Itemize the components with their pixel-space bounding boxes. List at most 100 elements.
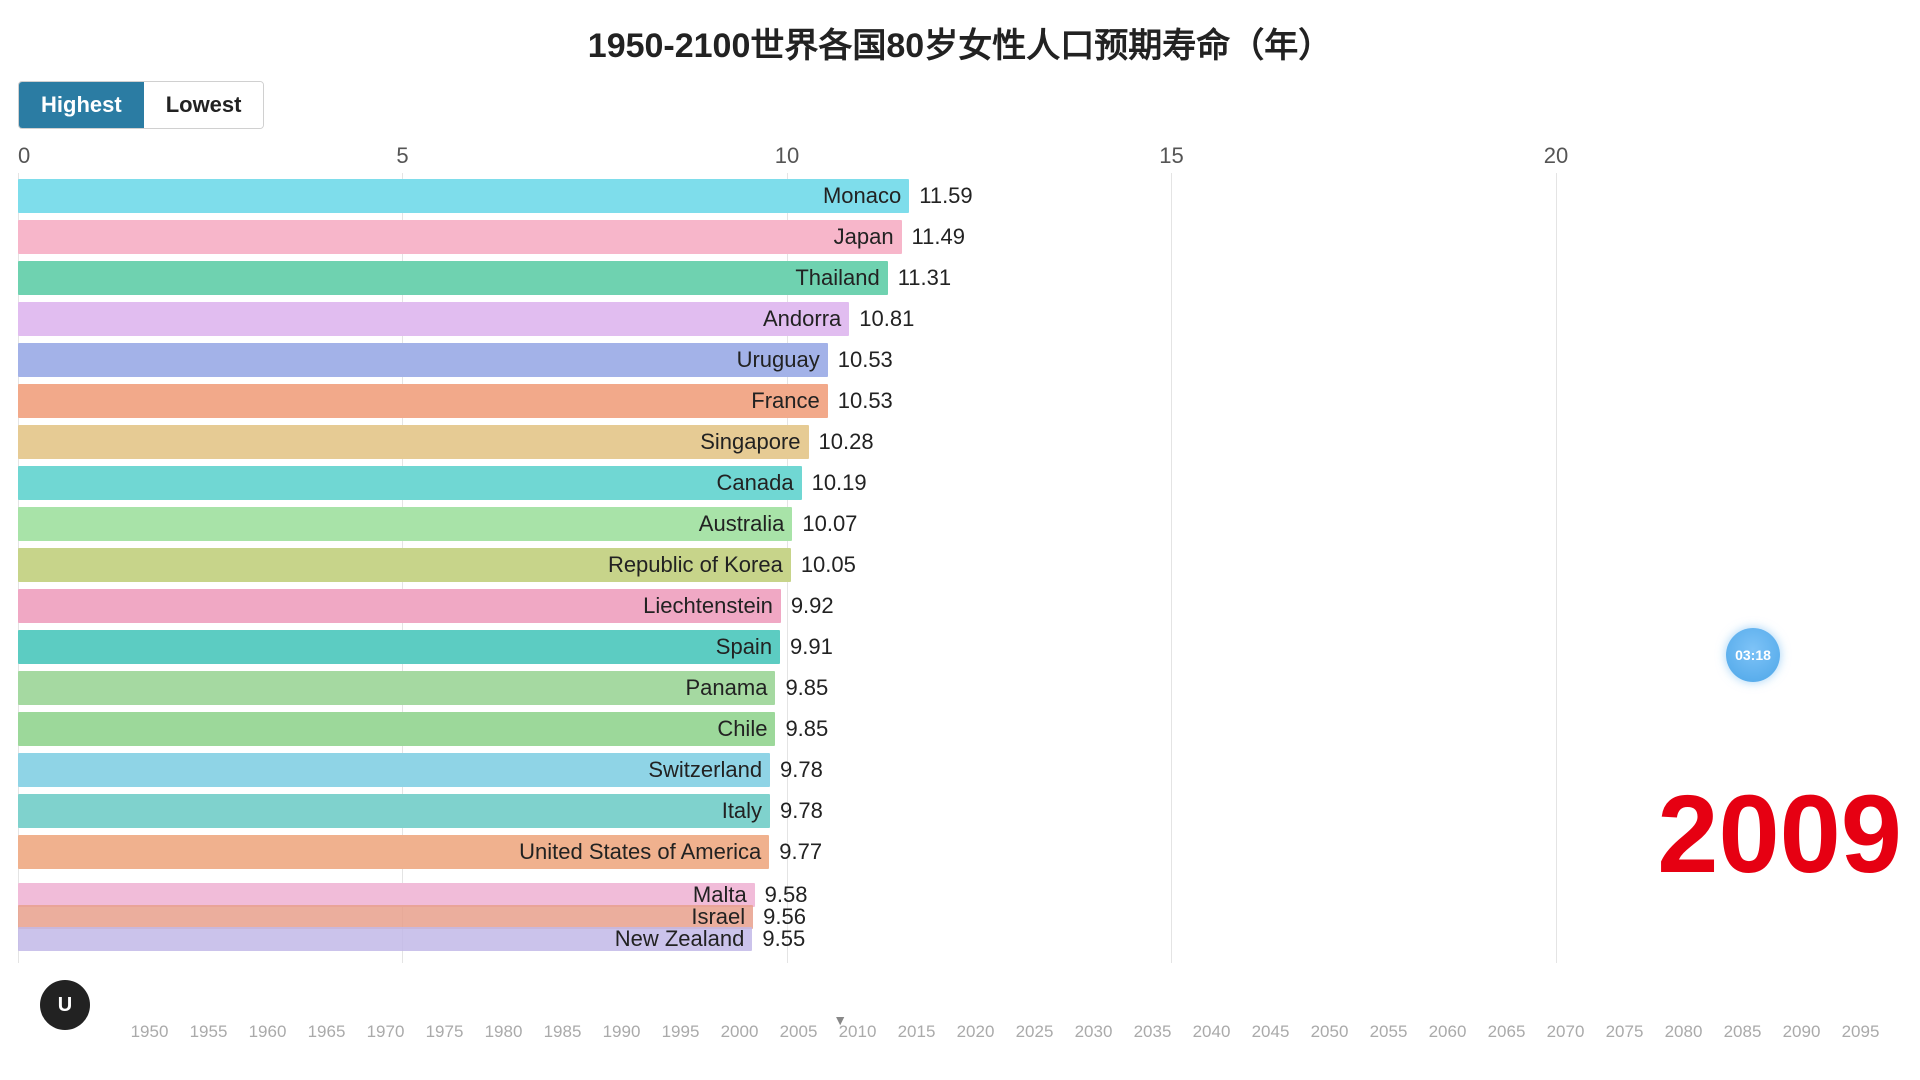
timer-badge: 03:18 <box>1726 628 1780 682</box>
bar-row: New Zealand9.55 <box>18 925 1902 953</box>
timeline-year[interactable]: 1990 <box>592 1022 651 1062</box>
bar <box>18 343 828 377</box>
bar <box>18 507 792 541</box>
timeline-year[interactable]: 2055 <box>1359 1022 1418 1062</box>
timeline-year[interactable]: 2025 <box>1005 1022 1064 1062</box>
current-year-label: 2009 <box>1657 780 1902 890</box>
bar-country-label: Canada <box>717 470 802 496</box>
timeline-year[interactable]: 2050 <box>1300 1022 1359 1062</box>
timeline-year[interactable]: 1980 <box>474 1022 533 1062</box>
bar-value-label: 10.19 <box>802 470 867 496</box>
bar-row: Chile9.85 <box>18 710 1902 748</box>
timeline-year[interactable]: 1950 <box>120 1022 179 1062</box>
bar <box>18 630 780 664</box>
bar <box>18 712 775 746</box>
bar-value-label: 9.78 <box>770 798 823 824</box>
timeline-year[interactable]: 2000 <box>710 1022 769 1062</box>
bar-country-label: Switzerland <box>648 757 770 783</box>
bar-country-label: Italy <box>722 798 770 824</box>
bar-country-label: Japan <box>834 224 902 250</box>
timeline-marker-icon[interactable]: ▼ <box>833 1012 847 1028</box>
bar-value-label: 10.53 <box>828 347 893 373</box>
timeline-year[interactable]: 1995 <box>651 1022 710 1062</box>
sort-toggle: Highest Lowest <box>18 81 264 129</box>
bar-row: Republic of Korea10.05 <box>18 546 1902 584</box>
bar-value-label: 9.85 <box>775 716 828 742</box>
bar-value-label: 9.78 <box>770 757 823 783</box>
bar-country-label: Australia <box>699 511 793 537</box>
bar-value-label: 11.59 <box>909 183 972 209</box>
bar-country-label: France <box>751 388 827 414</box>
timeline-year[interactable]: 2090 <box>1772 1022 1831 1062</box>
bar <box>18 384 828 418</box>
x-tick: 20 <box>1544 143 1568 169</box>
bar <box>18 261 888 295</box>
timeline-year[interactable]: 2030 <box>1064 1022 1123 1062</box>
timeline-year[interactable]: 1965 <box>297 1022 356 1062</box>
bar-value-label: 11.31 <box>888 265 951 291</box>
highest-button[interactable]: Highest <box>19 82 144 128</box>
bar-value-label: 9.55 <box>752 926 805 952</box>
bar-country-label: United States of America <box>519 839 769 865</box>
bars-container: Monaco11.59 Japan11.49 Thailand11.31 Andorr… <box>18 177 1902 947</box>
bar-value-label: 9.91 <box>780 634 833 660</box>
bar-value-label: 9.77 <box>769 839 822 865</box>
bar <box>18 671 775 705</box>
logo-icon: U <box>40 980 90 1030</box>
bar-country-label: Uruguay <box>737 347 828 373</box>
bar-country-label: Andorra <box>763 306 849 332</box>
timeline-year[interactable]: 2005 <box>769 1022 828 1062</box>
bar <box>18 466 802 500</box>
bar-country-label: Panama <box>686 675 776 701</box>
bar-country-label: Thailand <box>795 265 887 291</box>
timeline-year[interactable]: 2075 <box>1595 1022 1654 1062</box>
bar-row: Singapore10.28 <box>18 423 1902 461</box>
bar <box>18 302 849 336</box>
bar-row: Uruguay10.53 <box>18 341 1902 379</box>
timeline-year[interactable]: 2065 <box>1477 1022 1536 1062</box>
x-axis: 05101520 <box>18 143 1902 173</box>
timeline[interactable]: ▼ 19501955196019651970197519801985199019… <box>120 1022 1890 1062</box>
bar-country-label: Monaco <box>823 183 909 209</box>
timeline-year[interactable]: 2040 <box>1182 1022 1241 1062</box>
bar-value-label: 10.81 <box>849 306 914 332</box>
bar-row: Australia10.07 <box>18 505 1902 543</box>
timeline-year[interactable]: 1955 <box>179 1022 238 1062</box>
timeline-year[interactable]: 2085 <box>1713 1022 1772 1062</box>
bar-country-label: Liechtenstein <box>643 593 781 619</box>
bar-value-label: 10.07 <box>792 511 857 537</box>
timeline-year[interactable]: 2070 <box>1536 1022 1595 1062</box>
bar <box>18 179 909 213</box>
x-tick: 10 <box>775 143 799 169</box>
timeline-year[interactable]: 1975 <box>415 1022 474 1062</box>
bar <box>18 425 809 459</box>
bar-country-label: New Zealand <box>615 926 753 952</box>
timeline-year[interactable]: 2020 <box>946 1022 1005 1062</box>
timeline-year[interactable]: 2015 <box>887 1022 946 1062</box>
bar-row: Switzerland9.78 <box>18 751 1902 789</box>
timeline-year[interactable]: 2035 <box>1123 1022 1182 1062</box>
timeline-year[interactable]: 2045 <box>1241 1022 1300 1062</box>
bar-value-label: 9.92 <box>781 593 834 619</box>
bar-row: Italy9.78 <box>18 792 1902 830</box>
bar-row: United States of America9.77 <box>18 833 1902 871</box>
chart-area: 05101520 Monaco11.59Japan11.49Thailand11… <box>18 143 1902 963</box>
x-tick: 5 <box>396 143 408 169</box>
bar-country-label: Republic of Korea <box>608 552 791 578</box>
timeline-year[interactable]: 1970 <box>356 1022 415 1062</box>
bar-value-label: 9.85 <box>775 675 828 701</box>
lowest-button[interactable]: Lowest <box>144 82 264 128</box>
x-tick: 0 <box>18 143 30 169</box>
bar <box>18 794 770 828</box>
timeline-year[interactable]: 1960 <box>238 1022 297 1062</box>
chart-title: 1950-2100世界各国80岁女性人口预期寿命（年） <box>0 0 1920 67</box>
bar-row: Panama9.85 <box>18 669 1902 707</box>
timeline-year[interactable]: 2080 <box>1654 1022 1713 1062</box>
timeline-year[interactable]: 2010 <box>828 1022 887 1062</box>
bar-row: France10.53 <box>18 382 1902 420</box>
bar-value-label: 10.28 <box>809 429 874 455</box>
timeline-year[interactable]: 2095 <box>1831 1022 1890 1062</box>
bar-value-label: 11.49 <box>902 224 965 250</box>
timeline-year[interactable]: 2060 <box>1418 1022 1477 1062</box>
timeline-year[interactable]: 1985 <box>533 1022 592 1062</box>
